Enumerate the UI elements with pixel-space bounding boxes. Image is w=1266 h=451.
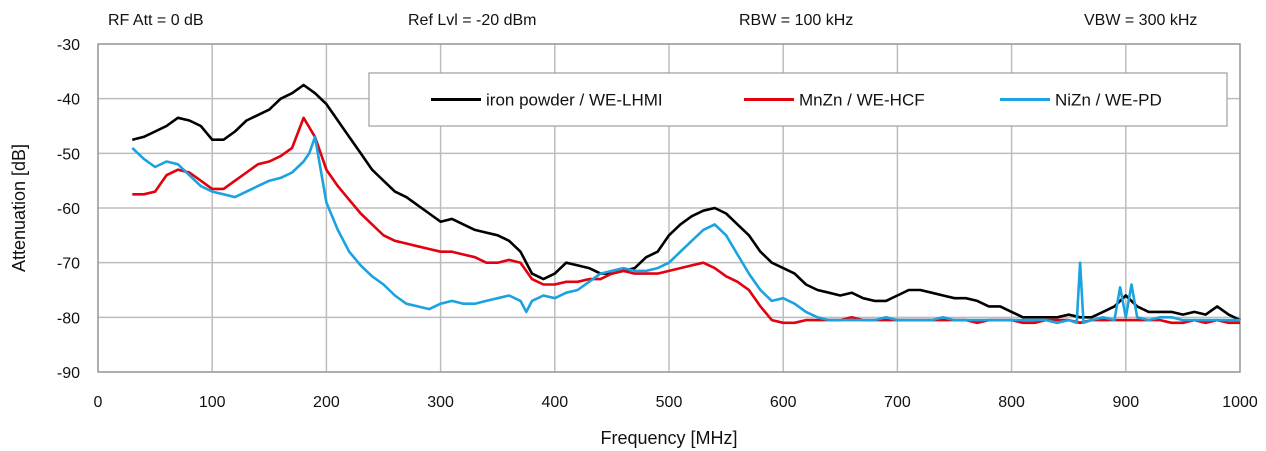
- plot-frame: [97, 43, 1241, 373]
- y-tick-label: -80: [57, 310, 80, 327]
- x-tick-label: 200: [313, 394, 340, 411]
- y-tick-label: -70: [57, 256, 80, 273]
- x-tick-label: 600: [770, 394, 797, 411]
- y-tick-label: -30: [57, 37, 80, 54]
- x-tick-label: 900: [1112, 394, 1139, 411]
- series-line-2: [131, 135, 1240, 325]
- y-axis-label: Attenuation [dB]: [9, 144, 29, 272]
- series-line-0: [131, 83, 1241, 322]
- x-tick-label: 0: [94, 394, 103, 411]
- y-tick-label: -50: [57, 146, 80, 163]
- x-tick-label: 100: [199, 394, 226, 411]
- legend-label-2: NiZn / WE-PD: [1055, 91, 1162, 110]
- legend: iron powder / WE-LHMI MnZn / WE-HCF NiZn /…: [368, 72, 1228, 127]
- x-tick-label: 700: [884, 394, 911, 411]
- rf-att-label: RF Att = 0 dB: [108, 12, 204, 29]
- y-tick-label: -40: [57, 92, 80, 109]
- x-tick-label: 400: [541, 394, 568, 411]
- x-tick-label: 300: [427, 394, 454, 411]
- y-tick-label: -90: [57, 365, 80, 382]
- legend-label-1: MnZn / WE-HCF: [799, 91, 925, 110]
- series-group: [131, 83, 1241, 325]
- x-tick-label: 800: [998, 394, 1025, 411]
- y-tick-label: -60: [57, 201, 80, 218]
- vbw-label: VBW = 300 kHz: [1084, 12, 1198, 29]
- x-tick-label: 1000: [1222, 394, 1258, 411]
- ref-lvl-label: Ref Lvl = -20 dBm: [408, 12, 537, 29]
- legend-box: [368, 72, 1228, 127]
- legend-label-0: iron powder / WE-LHMI: [486, 91, 663, 110]
- x-tick-label: 500: [656, 394, 683, 411]
- x-axis-label: Frequency [MHz]: [600, 428, 737, 448]
- rbw-label: RBW = 100 kHz: [739, 12, 854, 29]
- axes: 0 100 200 300 400 500 600 700 800 900 1000 -30 -40 -5…: [57, 37, 1258, 411]
